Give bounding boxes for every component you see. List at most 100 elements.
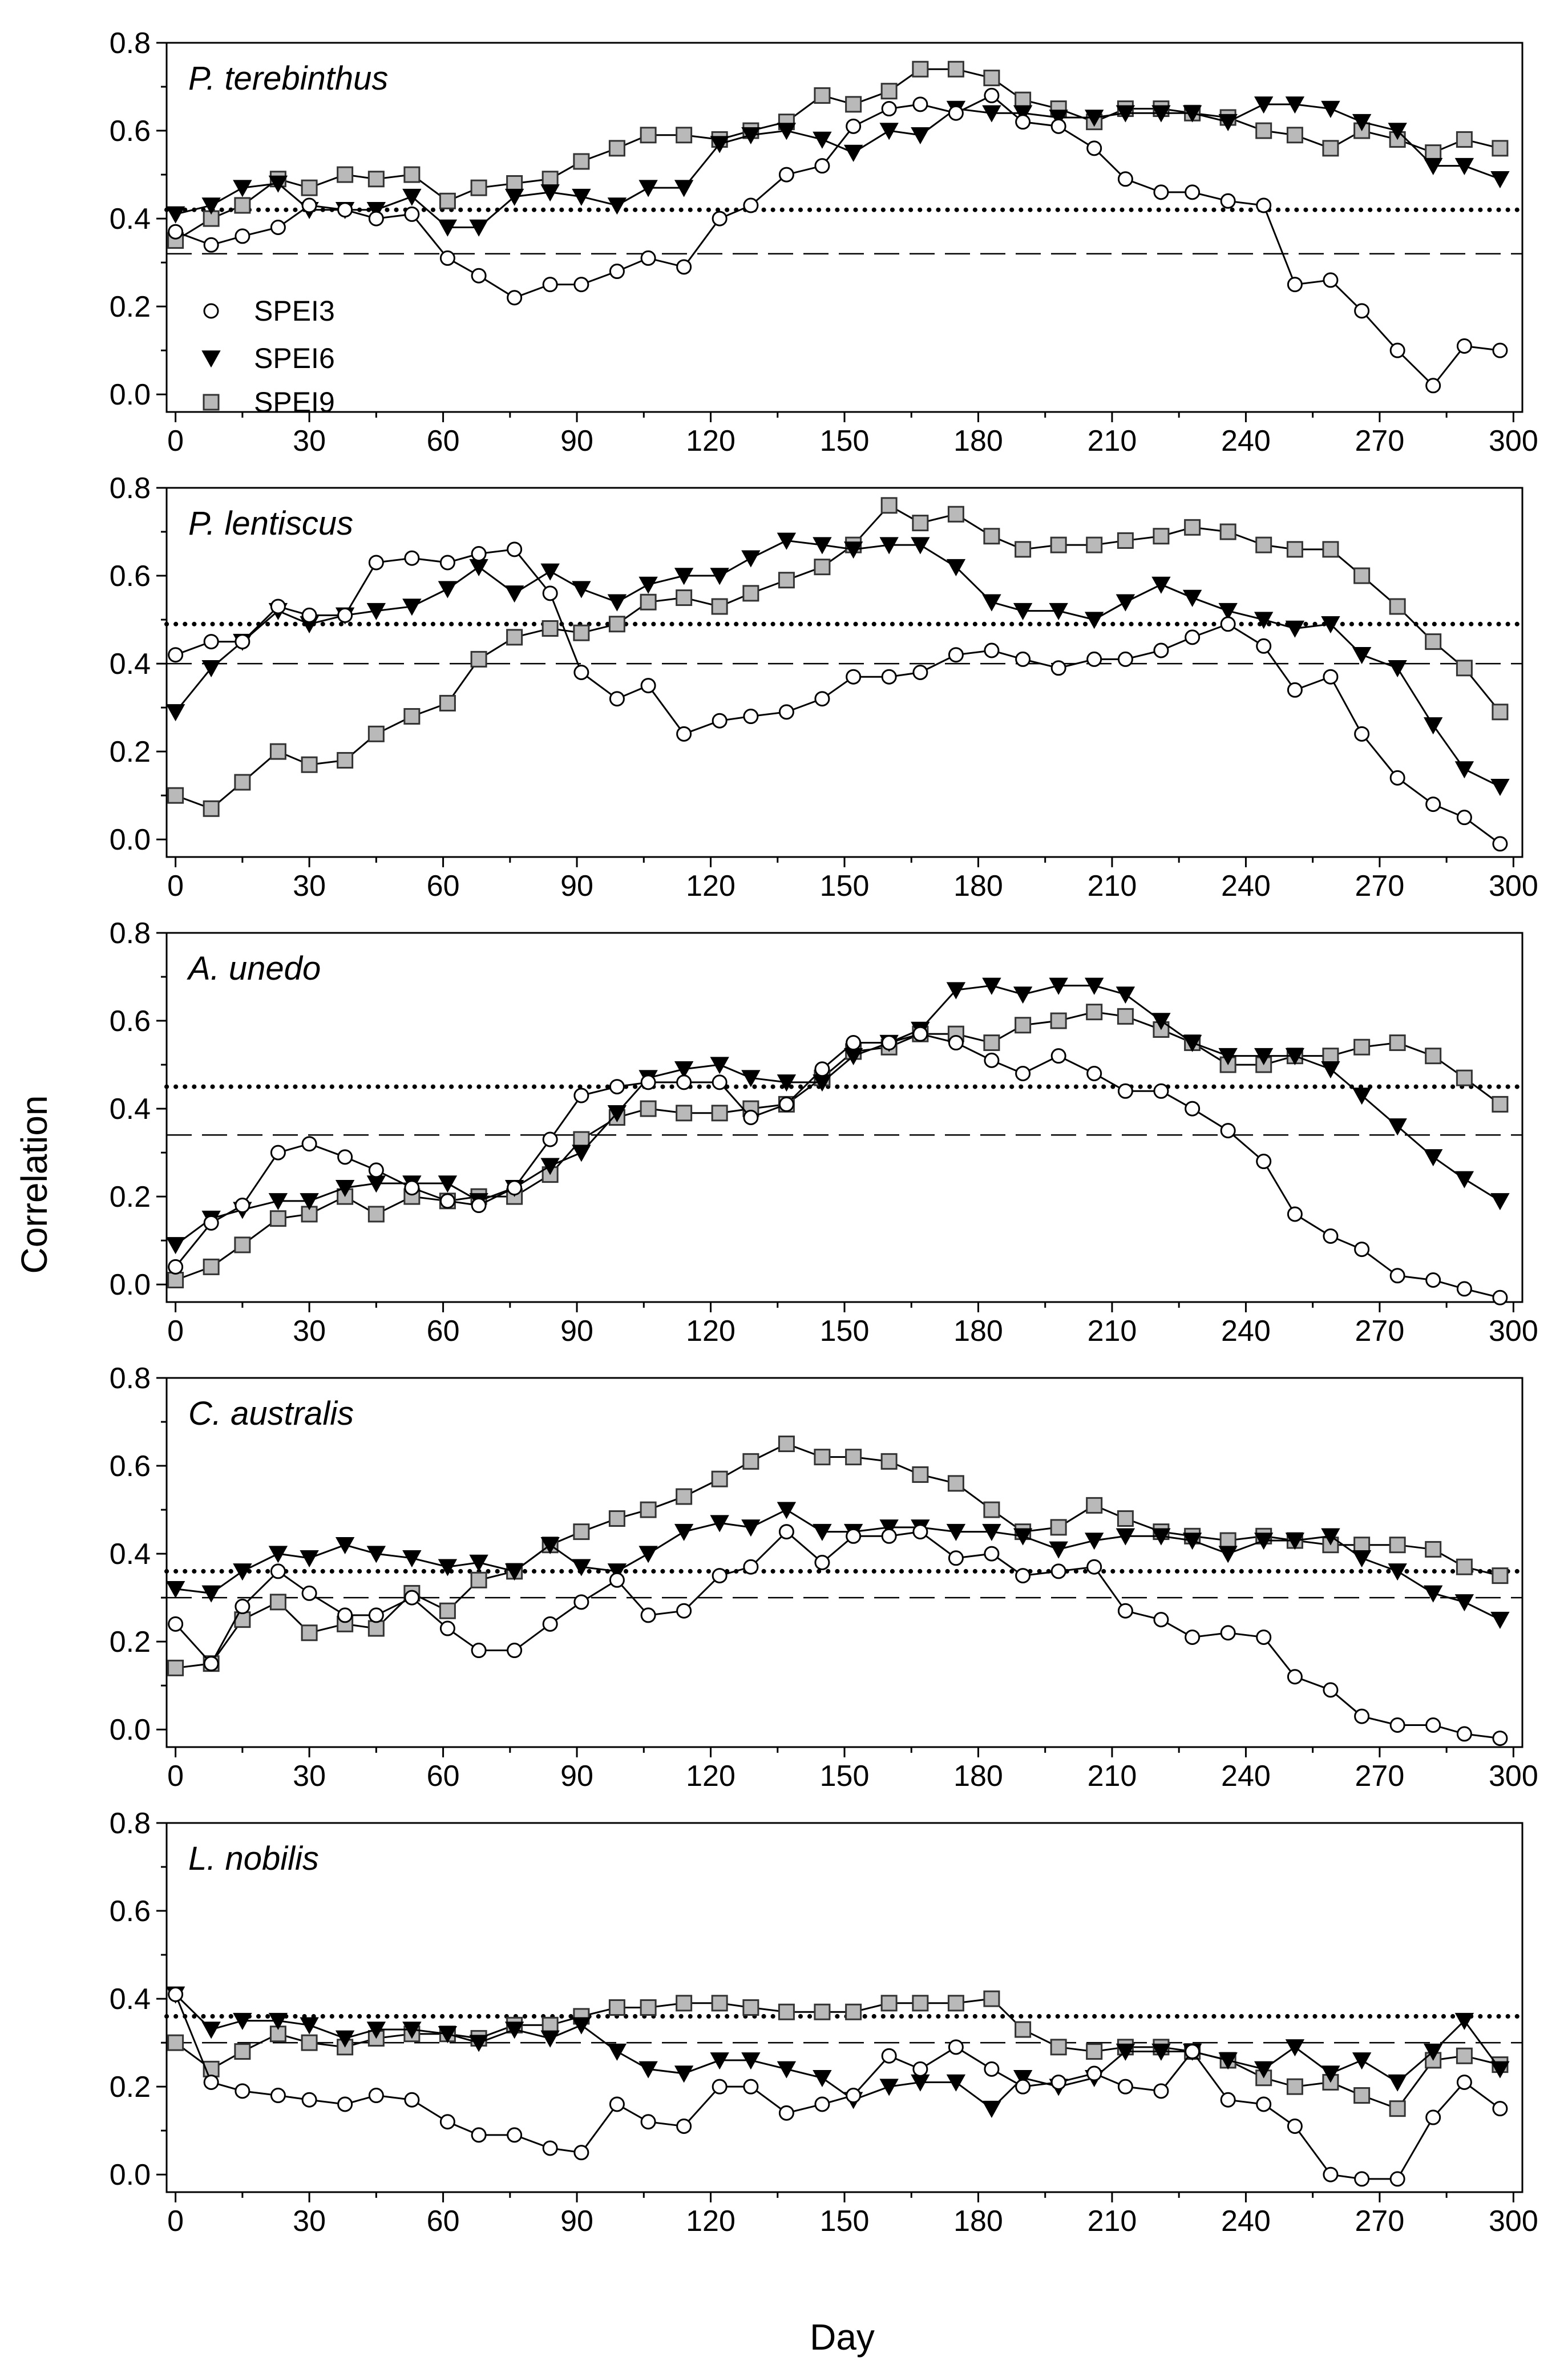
data-point bbox=[607, 1105, 627, 1123]
data-point bbox=[270, 599, 286, 615]
data-point bbox=[1220, 2092, 1236, 2108]
data-point bbox=[676, 1603, 692, 1619]
x-tick-label: 300 bbox=[1489, 870, 1538, 903]
x-tick-label: 0 bbox=[167, 425, 184, 458]
x-tick-label: 120 bbox=[686, 2205, 735, 2238]
y-tick-label: 0.2 bbox=[110, 1181, 151, 1214]
data-point bbox=[506, 175, 523, 192]
data-point bbox=[301, 179, 318, 196]
data-point bbox=[814, 2096, 830, 2112]
y-tick-label: 0.4 bbox=[110, 203, 151, 236]
x-tick-label: 270 bbox=[1355, 425, 1405, 458]
x-tick-label: 180 bbox=[953, 425, 1003, 458]
data-point bbox=[1425, 633, 1442, 650]
data-point bbox=[676, 589, 693, 607]
x-tick-label: 210 bbox=[1088, 1760, 1137, 1793]
data-point bbox=[912, 665, 928, 680]
data-point bbox=[167, 1271, 184, 1288]
x-tick-label: 210 bbox=[1088, 870, 1137, 903]
data-point bbox=[1116, 987, 1135, 1004]
y-tick-label: 0.2 bbox=[110, 735, 151, 769]
data-point bbox=[946, 2074, 966, 2092]
data-point bbox=[542, 585, 558, 601]
data-point bbox=[676, 2118, 692, 2134]
legend-marker-spei6 bbox=[201, 350, 221, 368]
data-point bbox=[235, 228, 250, 244]
data-point bbox=[504, 2022, 524, 2039]
data-point bbox=[741, 1070, 761, 1088]
data-point bbox=[337, 1607, 353, 1623]
data-point bbox=[777, 1502, 797, 1519]
series-line-spei9 bbox=[175, 504, 1501, 810]
data-point bbox=[1321, 100, 1340, 118]
data-point bbox=[572, 2017, 591, 2035]
data-point bbox=[1117, 651, 1133, 667]
data-point bbox=[1254, 1048, 1274, 1065]
data-point bbox=[948, 1035, 964, 1051]
data-point bbox=[573, 277, 589, 293]
data-point bbox=[741, 127, 761, 145]
x-axis-title: Day bbox=[810, 2317, 875, 2358]
data-point bbox=[366, 2022, 386, 2039]
y-tick-label: 0.4 bbox=[110, 648, 151, 681]
data-point bbox=[983, 1034, 1000, 1052]
data-point bbox=[402, 2022, 422, 2039]
data-point bbox=[1352, 1088, 1372, 1105]
data-point bbox=[1389, 1034, 1406, 1052]
data-point bbox=[843, 144, 863, 162]
data-point bbox=[439, 250, 455, 266]
data-point bbox=[1254, 612, 1274, 629]
data-point bbox=[982, 105, 1001, 123]
data-point bbox=[1425, 1048, 1442, 1065]
data-point bbox=[1354, 726, 1370, 742]
data-point bbox=[1116, 105, 1135, 123]
data-point bbox=[300, 2017, 319, 2035]
x-tick-label: 90 bbox=[560, 425, 593, 458]
data-point bbox=[984, 642, 1000, 658]
data-point bbox=[1321, 2065, 1340, 2083]
data-point bbox=[168, 1259, 184, 1275]
data-point bbox=[203, 634, 219, 650]
x-tick-label: 150 bbox=[820, 870, 870, 903]
data-point bbox=[1352, 114, 1372, 131]
data-point bbox=[573, 153, 590, 170]
data-point bbox=[1153, 2083, 1169, 2099]
y-tick-label: 0.6 bbox=[110, 115, 151, 148]
x-tick-label: 90 bbox=[560, 1760, 593, 1793]
data-point bbox=[1456, 2074, 1472, 2090]
x-tick-label: 90 bbox=[560, 1315, 593, 1348]
data-point bbox=[203, 2074, 219, 2090]
data-point bbox=[1492, 2101, 1508, 2117]
data-point bbox=[880, 497, 898, 514]
x-tick-label: 150 bbox=[820, 2205, 870, 2238]
data-point bbox=[814, 559, 831, 576]
data-point bbox=[301, 1624, 318, 1642]
data-point bbox=[1456, 810, 1472, 826]
data-point bbox=[777, 2061, 797, 2079]
data-point bbox=[301, 756, 318, 773]
data-point bbox=[542, 2140, 558, 2156]
data-point bbox=[1084, 612, 1104, 629]
data-point bbox=[270, 1145, 286, 1161]
data-point bbox=[1423, 1149, 1443, 1167]
data-point bbox=[1490, 1193, 1510, 1211]
data-point bbox=[879, 2079, 899, 2096]
data-point bbox=[300, 1193, 319, 1211]
x-tick-label: 0 bbox=[167, 870, 184, 903]
data-point bbox=[1353, 2087, 1371, 2104]
data-point bbox=[1388, 1563, 1407, 1581]
data-point bbox=[269, 743, 286, 760]
data-point bbox=[1086, 651, 1102, 667]
data-point bbox=[1490, 171, 1510, 189]
data-point bbox=[366, 603, 386, 620]
data-point bbox=[845, 96, 862, 113]
data-point bbox=[638, 2061, 658, 2079]
y-tick-label: 0.8 bbox=[110, 917, 151, 950]
data-point bbox=[368, 211, 384, 227]
data-point bbox=[234, 1236, 251, 1254]
legend-marker-spei3 bbox=[203, 303, 219, 319]
data-point bbox=[1184, 519, 1201, 536]
data-point bbox=[676, 1105, 693, 1122]
data-point bbox=[268, 1193, 288, 1211]
data-point bbox=[1287, 1669, 1303, 1685]
